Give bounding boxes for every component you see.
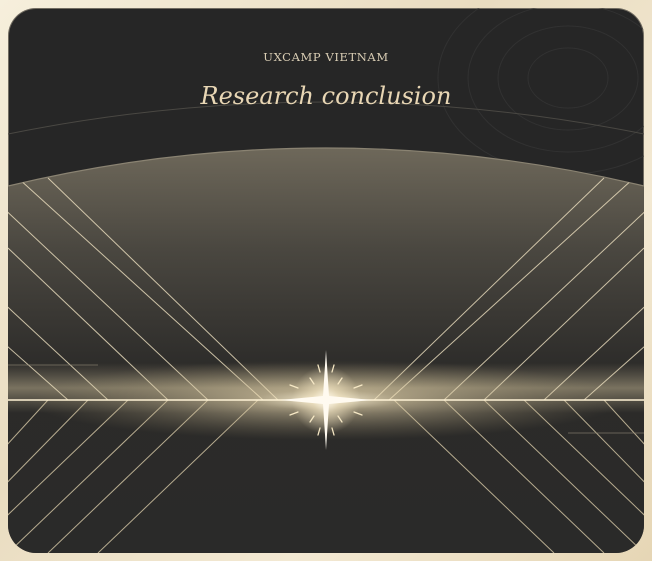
page-title: Research conclusion (200, 82, 452, 110)
hero-card: UXCAMP VIETNAM Research conclusion (8, 8, 644, 553)
dome-edge (8, 147, 644, 187)
sparkle-icon (280, 350, 372, 450)
outer-arc (8, 101, 644, 135)
background-illustration (8, 8, 644, 553)
light-beams (8, 177, 644, 553)
event-label: UXCAMP VIETNAM (263, 50, 389, 64)
